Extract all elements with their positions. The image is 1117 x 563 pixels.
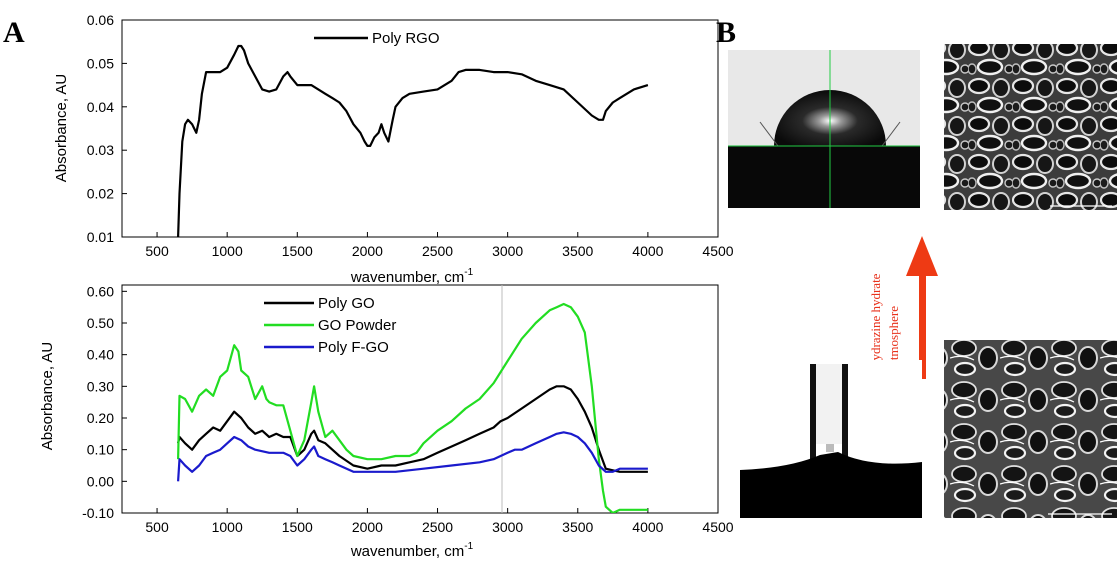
legend-label: GO Powder bbox=[318, 317, 396, 334]
bottom-x-axis-title: wavenumber, cm-1 bbox=[350, 541, 474, 560]
bottom-x-ticks: 500 1000 1500 2000 2500 3000 3500 4000 4500 bbox=[145, 508, 734, 535]
x-tick-label: 3500 bbox=[562, 519, 593, 535]
bottom-chart-frame bbox=[121, 284, 719, 514]
bottom-series-layer bbox=[177, 302, 648, 513]
x-tick-label: 3000 bbox=[492, 519, 523, 535]
x-tick-label: 1500 bbox=[282, 243, 313, 259]
contact-angle-photo-bottom bbox=[740, 360, 922, 518]
series-line-poly-rgo bbox=[177, 44, 649, 237]
x-tick-label: 1500 bbox=[282, 519, 313, 535]
y-tick-label: 0.06 bbox=[87, 12, 114, 28]
y-tick-label: 0.05 bbox=[87, 55, 114, 71]
x-tick-label: 4500 bbox=[702, 243, 733, 259]
x-tick-label: 2000 bbox=[352, 243, 383, 259]
x-tick-label: 4000 bbox=[632, 243, 663, 259]
x-tick-label: 4000 bbox=[632, 519, 663, 535]
top-chart: 500 1000 1500 2000 2500 3000 3500 4000 4500 0.01… bbox=[53, 12, 734, 286]
top-y-axis-title: Absorbance, AU bbox=[53, 74, 70, 182]
panel-b-label: B bbox=[716, 16, 736, 49]
top-chart-frame bbox=[121, 19, 719, 238]
arrow-head bbox=[906, 236, 938, 276]
y-tick-label: 0.01 bbox=[87, 229, 114, 245]
y-tick-label: 0.30 bbox=[87, 378, 114, 394]
series-line-poly-go bbox=[177, 385, 648, 473]
y-tick-label: 0.04 bbox=[87, 99, 114, 115]
treatment-arrow bbox=[906, 236, 938, 379]
legend-label: Poly GO bbox=[318, 295, 375, 312]
x-tick-label: 500 bbox=[145, 243, 169, 259]
x-tick-label: 1000 bbox=[212, 519, 243, 535]
x-tick-label: 500 bbox=[145, 519, 169, 535]
y-tick-label: 0.20 bbox=[87, 410, 114, 426]
top-series-layer bbox=[177, 44, 649, 237]
series-line-poly-f-go bbox=[177, 431, 648, 482]
x-tick-label: 2000 bbox=[352, 519, 383, 535]
top-y-ticks: 0.01 0.02 0.03 0.04 0.05 0.06 bbox=[87, 12, 127, 245]
bottom-y-ticks: -0.10 0.00 0.10 0.20 0.30 0.40 0.50 0.60 bbox=[82, 283, 127, 521]
x-tick-label: 1000 bbox=[212, 243, 243, 259]
sem-image-bottom bbox=[944, 340, 1117, 518]
y-tick-label: 0.10 bbox=[87, 442, 114, 458]
bottom-chart: 500 1000 1500 2000 2500 3000 3500 4000 4500 -0.1… bbox=[39, 283, 734, 560]
panel-b: 50 C/Hydrazine hydrate atmosphere bbox=[728, 44, 1117, 518]
spread-droplet-shape bbox=[740, 452, 922, 518]
sem-image-top bbox=[944, 44, 1117, 210]
bottom-y-axis-title: Absorbance, AU bbox=[39, 342, 56, 450]
x-tick-label: 2500 bbox=[422, 519, 453, 535]
contact-angle-photo-top bbox=[728, 50, 920, 208]
y-tick-label: 0.03 bbox=[87, 142, 114, 158]
x-tick-label: 3000 bbox=[492, 243, 523, 259]
legend-label: Poly F-GO bbox=[318, 339, 389, 356]
arrow-shaft bbox=[919, 274, 926, 379]
panel-a-label: A bbox=[3, 16, 25, 49]
x-tick-label: 3500 bbox=[562, 243, 593, 259]
y-tick-label: 0.02 bbox=[87, 186, 114, 202]
y-tick-label: 0.60 bbox=[87, 283, 114, 299]
y-tick-label: 0.50 bbox=[87, 315, 114, 331]
x-tick-label: 4500 bbox=[702, 519, 733, 535]
top-legend: Poly RGO bbox=[314, 30, 440, 47]
top-x-axis-title: wavenumber, cm-1 bbox=[350, 267, 474, 286]
x-tick-label: 2500 bbox=[422, 243, 453, 259]
y-tick-label: -0.10 bbox=[82, 505, 114, 521]
y-tick-label: 0.00 bbox=[87, 473, 114, 489]
y-tick-label: 0.40 bbox=[87, 347, 114, 363]
top-x-ticks: 500 1000 1500 2000 2500 3000 3500 4000 4500 bbox=[145, 232, 734, 259]
series-line-go-powder bbox=[177, 302, 648, 513]
legend-label: Poly RGO bbox=[372, 30, 440, 47]
bottom-legend: Poly GO GO Powder Poly F-GO bbox=[264, 295, 396, 356]
treatment-annotation-line2: atmosphere bbox=[886, 306, 901, 366]
